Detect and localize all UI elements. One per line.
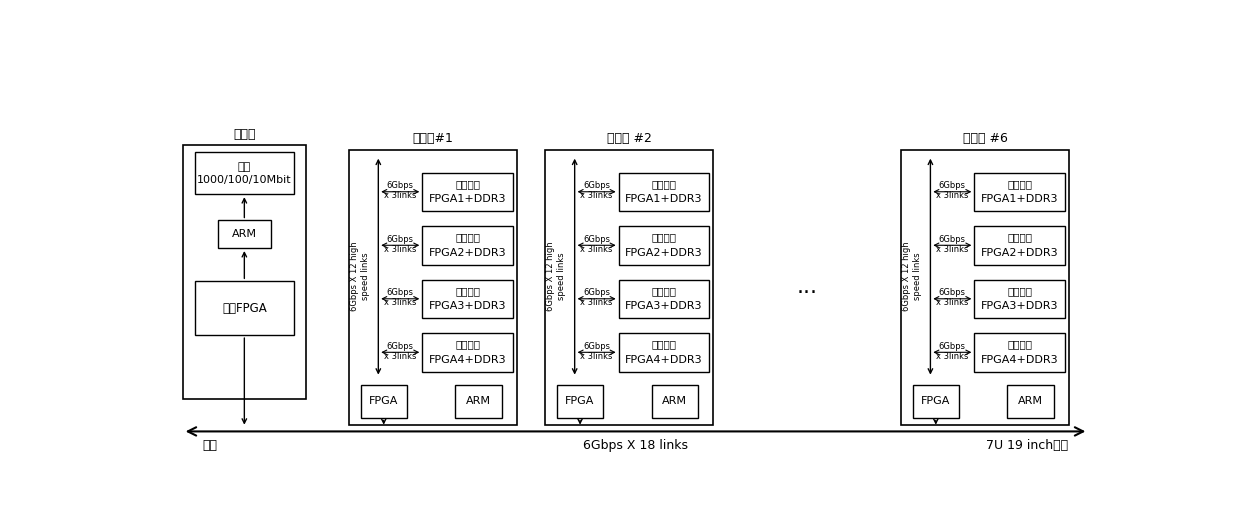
Text: 1000/100/10Mbit: 1000/100/10Mbit	[197, 175, 291, 185]
Text: FPGA2+DDR3: FPGA2+DDR3	[625, 248, 703, 258]
Bar	[218, 221, 270, 248]
Bar	[913, 385, 959, 418]
Text: 7U 19 inch机框: 7U 19 inch机框	[986, 439, 1068, 452]
Text: 解密单元: 解密单元	[651, 286, 677, 296]
Bar	[182, 145, 306, 399]
Text: x 3links: x 3links	[580, 244, 613, 253]
Text: 6Gbps X 18 links: 6Gbps X 18 links	[583, 439, 688, 452]
Text: FPGA2+DDR3: FPGA2+DDR3	[429, 248, 506, 258]
Text: ARM: ARM	[662, 397, 687, 407]
Text: 6Gbps: 6Gbps	[583, 288, 610, 297]
Text: x 3links: x 3links	[580, 298, 613, 307]
Text: FPGA1+DDR3: FPGA1+DDR3	[429, 194, 506, 204]
Text: x 3links: x 3links	[384, 352, 417, 361]
Text: FPGA1+DDR3: FPGA1+DDR3	[981, 194, 1059, 204]
Text: FPGA3+DDR3: FPGA3+DDR3	[625, 301, 703, 312]
Text: 6Gbps X 12 high
speed links: 6Gbps X 12 high speed links	[547, 241, 565, 310]
Text: 6Gbps: 6Gbps	[387, 181, 414, 190]
Text: 6Gbps: 6Gbps	[939, 234, 966, 243]
Bar	[619, 279, 709, 318]
Text: x 3links: x 3links	[580, 352, 613, 361]
Text: 解密单元: 解密单元	[651, 340, 677, 350]
Bar	[975, 173, 1065, 211]
Text: ...: ...	[797, 277, 817, 297]
Text: 解密板#1: 解密板#1	[413, 133, 454, 145]
Bar	[901, 149, 1069, 425]
Text: ARM: ARM	[232, 229, 257, 239]
Bar	[422, 173, 513, 211]
Bar	[619, 226, 709, 265]
Text: 解密单元: 解密单元	[1007, 179, 1032, 189]
Bar	[422, 226, 513, 265]
Text: 6Gbps: 6Gbps	[583, 234, 610, 243]
Text: 解密单元: 解密单元	[455, 286, 480, 296]
Text: FPGA4+DDR3: FPGA4+DDR3	[981, 355, 1059, 365]
Text: 解密单元: 解密单元	[455, 179, 480, 189]
Bar	[619, 333, 709, 372]
Text: 6Gbps: 6Gbps	[583, 342, 610, 351]
Text: 6Gbps: 6Gbps	[939, 181, 966, 190]
Text: 解密单元: 解密单元	[1007, 340, 1032, 350]
Bar	[1007, 385, 1054, 418]
Text: 6Gbps: 6Gbps	[939, 288, 966, 297]
Text: 6Gbps: 6Gbps	[387, 234, 414, 243]
Text: FPGA: FPGA	[565, 397, 595, 407]
Text: x 3links: x 3links	[936, 191, 968, 200]
Text: x 3links: x 3links	[580, 191, 613, 200]
Text: 解密单元: 解密单元	[651, 179, 677, 189]
Text: x 3links: x 3links	[936, 244, 968, 253]
Text: FPGA: FPGA	[921, 397, 951, 407]
Text: x 3links: x 3links	[936, 352, 968, 361]
Bar	[975, 279, 1065, 318]
Text: 主控FPGA: 主控FPGA	[222, 301, 267, 315]
Text: x 3links: x 3links	[384, 298, 417, 307]
Text: 6Gbps: 6Gbps	[387, 342, 414, 351]
Text: 6Gbps X 12 high
speed links: 6Gbps X 12 high speed links	[903, 241, 921, 310]
Text: FPGA3+DDR3: FPGA3+DDR3	[429, 301, 506, 312]
Text: FPGA4+DDR3: FPGA4+DDR3	[625, 355, 703, 365]
Bar	[350, 149, 517, 425]
Text: ARM: ARM	[1018, 397, 1043, 407]
Text: 解密板 #2: 解密板 #2	[606, 133, 652, 145]
Bar	[546, 149, 713, 425]
Text: 解密单元: 解密单元	[651, 232, 677, 242]
Bar	[422, 279, 513, 318]
Text: x 3links: x 3links	[936, 298, 968, 307]
Text: x 3links: x 3links	[384, 244, 417, 253]
Text: 解密单元: 解密单元	[1007, 232, 1032, 242]
Text: x 3links: x 3links	[384, 191, 417, 200]
Text: 背板: 背板	[202, 439, 217, 452]
Text: ARM: ARM	[466, 397, 491, 407]
Bar	[361, 385, 407, 418]
Text: 解密单元: 解密单元	[455, 232, 480, 242]
Text: FPGA1+DDR3: FPGA1+DDR3	[625, 194, 703, 204]
Text: 6Gbps: 6Gbps	[387, 288, 414, 297]
Text: 6Gbps: 6Gbps	[583, 181, 610, 190]
Bar	[455, 385, 501, 418]
Text: 网口: 网口	[238, 162, 250, 172]
Bar	[195, 152, 294, 194]
Bar	[975, 226, 1065, 265]
Text: 解密单元: 解密单元	[1007, 286, 1032, 296]
Text: FPGA3+DDR3: FPGA3+DDR3	[981, 301, 1059, 312]
Text: 6Gbps X 12 high
speed links: 6Gbps X 12 high speed links	[350, 241, 370, 310]
Text: 解密单元: 解密单元	[455, 340, 480, 350]
Text: 6Gbps: 6Gbps	[939, 342, 966, 351]
Bar	[195, 281, 294, 335]
Bar	[422, 333, 513, 372]
Text: 主控卡: 主控卡	[233, 128, 255, 140]
Text: FPGA4+DDR3: FPGA4+DDR3	[429, 355, 506, 365]
Bar	[557, 385, 603, 418]
Text: 解密板 #6: 解密板 #6	[962, 133, 1008, 145]
Text: FPGA: FPGA	[370, 397, 398, 407]
Text: FPGA2+DDR3: FPGA2+DDR3	[981, 248, 1059, 258]
Bar	[652, 385, 698, 418]
Bar	[975, 333, 1065, 372]
Bar	[619, 173, 709, 211]
